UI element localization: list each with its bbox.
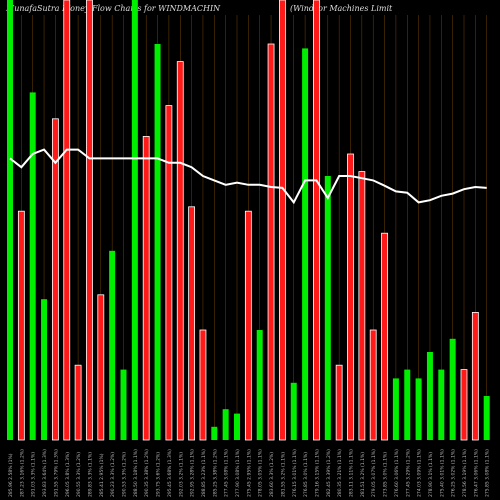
x-tick-label: 278.56 3.19% (1.1%) (462, 449, 468, 497)
x-tick-label: 287.23 3.16% (1.2%) (19, 449, 25, 497)
x-tick-label: 291.03 3.3% (1.1%) (31, 452, 37, 497)
bar-inflow (256, 330, 263, 440)
bar-inflow (324, 176, 331, 440)
bar-outflow (267, 43, 275, 441)
x-tick-label: 276.25 3.02% (1.1%) (451, 449, 457, 497)
bar-inflow (290, 382, 297, 440)
x-tick-label: 290.55 3.3% (1.2%) (76, 452, 82, 497)
x-tick-label: 288.50 3.18% (1.1%) (133, 449, 139, 497)
x-tick-label: 277.90 3.08% (1.1%) (235, 449, 241, 497)
x-tick-label: 292.03 3.2% (1.1%) (178, 452, 184, 497)
x-tick-label: 281.55 3.2% (1.1%) (280, 452, 286, 497)
x-tick-label: 285.25 3.38% (1.2%) (212, 449, 218, 497)
bar-inflow (426, 352, 433, 440)
x-tick-label: 288.85 3.23% (1.1%) (201, 449, 207, 497)
x-tick-label: 290.23 3.3% (1.2%) (110, 452, 116, 497)
x-tick-label: 276.60 3.06% (1.1%) (394, 449, 400, 497)
bar-outflow (176, 61, 184, 441)
x-tick-label: 280.35 3.21% (1.1%) (337, 449, 343, 497)
bar-inflow (41, 299, 48, 440)
bar-inflow (222, 409, 229, 440)
x-tick-label: 279.16 3.15% (1.1%) (314, 449, 320, 497)
bar-outflow (381, 232, 388, 441)
x-tick-label: 293.75 3.6% (1.2%) (156, 452, 162, 497)
bar-outflow (335, 364, 343, 441)
bar-outflow (188, 206, 196, 441)
x-tick-label: 276.47 3.06% (1.1%) (473, 449, 479, 497)
x-tick-label: 283.60 3.3% (1.2%) (269, 452, 275, 497)
chart-title: MunafaSutra Money Flow Charts for WINDMA… (6, 4, 221, 13)
x-tick-label: 276.85 3.0% (1.1%) (303, 452, 309, 497)
x-tick-label: 289.83 3.3% (1.1%) (87, 452, 93, 497)
x-tick-label: 277.45 3.29% (1.2%) (405, 449, 411, 497)
bar-inflow (415, 378, 422, 440)
x-tick-label: 291.55 3.79% (1.3%) (53, 449, 59, 497)
bar-inflow (120, 369, 127, 440)
bar-inflow (154, 44, 161, 440)
x-tick-label: 278.05 3.05% (1.1%) (258, 449, 264, 497)
bar-inflow (109, 250, 116, 440)
bar-outflow (460, 369, 468, 441)
bar-outflow (74, 364, 82, 441)
x-tick-label: 274.03 3.09% (1.1%) (417, 449, 423, 497)
bar-inflow (438, 369, 445, 440)
bar-outflow (165, 105, 173, 441)
bar-inflow (7, 0, 13, 440)
bar-outflow (244, 210, 252, 441)
bar-outflow (313, 0, 320, 441)
x-tick-label: 275.85 3.08% (1.1%) (485, 449, 491, 497)
bar-inflow (234, 413, 240, 440)
bar-inflow (449, 338, 456, 440)
bar-outflow (17, 210, 25, 441)
x-tick-label: 293.83 3.64% (1.3%) (42, 449, 48, 497)
chart-subtitle: (Windsor Machines Limit (290, 4, 393, 13)
bar-inflow (404, 369, 411, 440)
x-tick-label: 275.45 2.95% (1.1%) (246, 449, 252, 497)
bar-outflow (63, 0, 71, 441)
bar-inflow (211, 426, 218, 440)
bar-outflow (199, 329, 207, 441)
price-line (9, 148, 487, 205)
x-tick-label: 285.96 2.58% (1%) (8, 453, 14, 497)
bar-outflow (278, 0, 286, 441)
bar-inflow (483, 396, 490, 440)
x-tick-label: 290.53 3.3% (1.2%) (122, 452, 128, 497)
x-tick-label: 295.45 3.68% (1.3%) (167, 449, 173, 497)
bar-outflow (86, 0, 93, 441)
x-tick-label: 273.85 3.0% (1.1%) (383, 452, 389, 497)
x-tick-label: 281.51 3.2% (1.1%) (360, 452, 366, 497)
bar-inflow (29, 92, 36, 441)
x-tick-label: 283.11 3.11% (1.1%) (349, 449, 355, 497)
x-tick-label: 276.15 3.01% (1.1%) (292, 449, 298, 497)
x-tick-labels: 285.96 2.58% (1%) 287.23 3.16% (1.2%) 291.… (8, 449, 491, 497)
bar-outflow (471, 311, 479, 441)
x-tick-label: 279.05 3.07% (1.1%) (371, 449, 377, 497)
bar-outflow (347, 153, 354, 441)
bar-inflow (131, 0, 138, 440)
x-tick-label: 275.40 3.01% (1.1%) (439, 449, 445, 497)
x-tick-label: 292.95 3.28% (1.1%) (190, 449, 196, 497)
x-tick-label: 282.45 3.39% (1.2%) (326, 449, 332, 497)
x-tick-label: 290.35 3.38% (1.2%) (144, 449, 150, 497)
bar-outflow (358, 171, 366, 441)
x-tick-label: 278.90 3.1% (1.1%) (428, 452, 434, 497)
bar-outflow (97, 294, 105, 441)
x-tick-label: 277.45 3.08% (1.1%) (224, 449, 230, 497)
x-tick-label: 285.41 2.95% (1%) (99, 453, 105, 497)
bar-outflow (369, 329, 377, 441)
x-tick-label: 296.05 3.8% (1.3%) (65, 452, 71, 497)
price-line-path (9, 148, 487, 205)
bar-outflow (52, 118, 59, 441)
bars (7, 0, 490, 441)
bar-inflow (302, 48, 309, 441)
bar-inflow (392, 378, 399, 440)
bar-outflow (142, 135, 150, 441)
